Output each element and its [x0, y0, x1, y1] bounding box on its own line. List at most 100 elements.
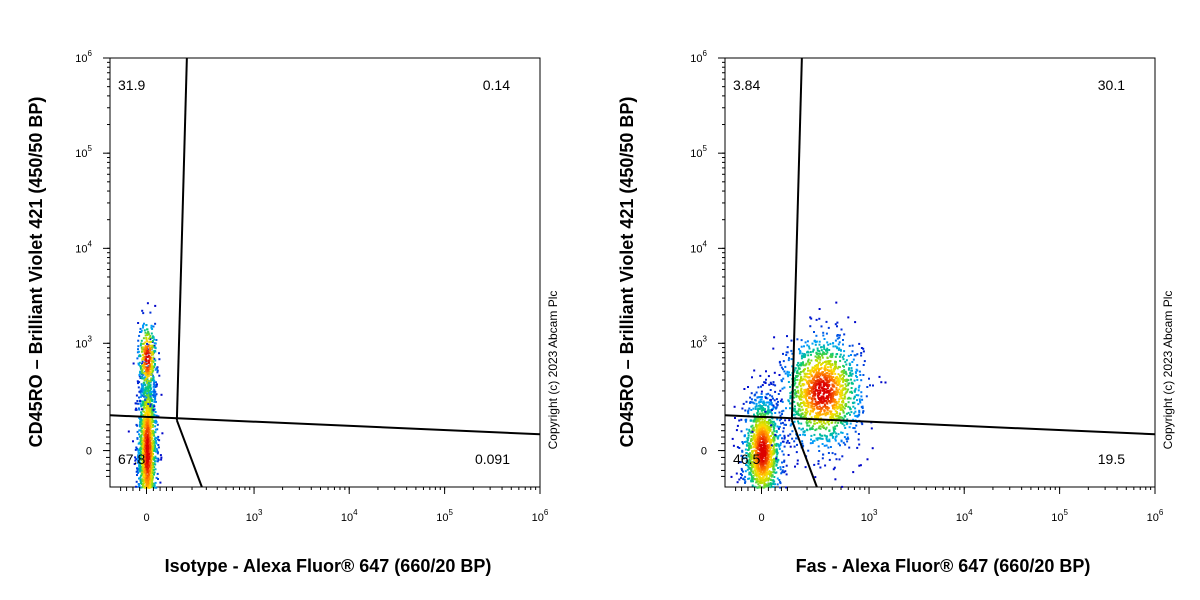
- event-dot: [839, 395, 842, 398]
- event-dot: [139, 417, 142, 420]
- event-dot: [768, 470, 771, 473]
- event-dot: [149, 363, 152, 366]
- event-dot: [818, 352, 821, 355]
- event-dot: [754, 406, 757, 409]
- event-dot: [833, 417, 835, 420]
- event-dot: [153, 381, 156, 384]
- event-dot: [765, 421, 768, 424]
- event-dot: [837, 421, 840, 424]
- event-dot: [759, 460, 762, 463]
- event-dot: [793, 420, 796, 423]
- event-dot: [750, 468, 753, 471]
- event-dot: [848, 446, 851, 449]
- event-dot: [842, 389, 845, 391]
- event-dot: [145, 464, 148, 467]
- event-dot: [144, 478, 147, 481]
- event-dot: [142, 392, 145, 395]
- event-dot: [152, 404, 155, 407]
- event-dot: [759, 374, 762, 377]
- event-dot: [137, 451, 140, 454]
- event-dot: [755, 429, 758, 432]
- event-dot: [142, 462, 145, 464]
- event-dot: [744, 480, 747, 483]
- event-dot: [814, 429, 817, 432]
- event-dot: [764, 439, 767, 442]
- event-dot: [778, 445, 781, 448]
- event-dot: [740, 476, 742, 479]
- event-dot: [822, 424, 825, 427]
- event-dot: [773, 424, 776, 427]
- event-dot: [146, 407, 149, 409]
- event-dot: [761, 478, 764, 481]
- event-dot: [145, 433, 148, 436]
- event-dot: [837, 442, 840, 445]
- event-dot: [755, 472, 758, 475]
- event-dot: [151, 353, 154, 356]
- event-dot: [769, 486, 772, 489]
- event-dot: [135, 394, 138, 397]
- event-dot: [785, 473, 788, 476]
- event-dot: [849, 363, 852, 366]
- event-dot: [142, 381, 145, 384]
- event-dot: [146, 405, 149, 408]
- event-dot: [781, 450, 784, 453]
- event-dot: [757, 438, 760, 441]
- event-dot: [826, 387, 829, 390]
- event-dot: [834, 376, 837, 379]
- event-dot: [825, 371, 828, 374]
- event-dot: [762, 454, 765, 457]
- event-dot: [845, 438, 848, 440]
- event-dot: [152, 408, 155, 411]
- event-dot: [743, 478, 746, 481]
- event-dot: [141, 309, 144, 312]
- event-dot: [741, 441, 744, 443]
- event-dot: [144, 345, 147, 348]
- event-dot: [756, 413, 759, 416]
- event-dot: [817, 379, 819, 382]
- event-dot: [827, 383, 829, 386]
- event-dot: [825, 444, 828, 447]
- event-dot: [796, 402, 799, 405]
- event-dot: [834, 366, 837, 369]
- event-dot: [818, 421, 821, 424]
- event-dot: [817, 414, 820, 417]
- event-dot: [148, 422, 151, 425]
- event-dot: [842, 370, 845, 373]
- event-dot: [141, 400, 144, 403]
- event-dot: [147, 473, 150, 476]
- event-dot: [156, 369, 159, 372]
- event-dot: [802, 430, 805, 433]
- event-dot: [748, 467, 751, 470]
- event-dot: [781, 471, 784, 474]
- event-dot: [151, 418, 154, 421]
- event-dot: [775, 448, 778, 451]
- event-dot: [802, 394, 805, 397]
- event-dot: [840, 421, 843, 424]
- event-dot: [741, 474, 743, 477]
- event-dot: [842, 401, 845, 404]
- event-dot: [821, 402, 824, 405]
- event-dot: [797, 412, 800, 415]
- event-dot: [764, 396, 767, 399]
- event-dot: [831, 385, 834, 387]
- event-dot: [151, 404, 154, 407]
- event-dot: [805, 408, 808, 410]
- event-dot: [816, 347, 819, 350]
- event-dot: [763, 473, 766, 476]
- event-dot: [136, 459, 139, 462]
- event-dot: [804, 434, 806, 437]
- event-dot: [807, 387, 810, 390]
- event-dot: [878, 375, 881, 378]
- event-dot: [755, 391, 758, 394]
- event-dot: [153, 458, 155, 461]
- event-dot: [140, 427, 143, 429]
- event-dot: [143, 475, 146, 478]
- event-dot: [833, 408, 836, 411]
- event-dot: [143, 418, 146, 420]
- event-dot: [823, 376, 826, 378]
- event-dot: [757, 432, 760, 435]
- event-dot: [860, 347, 863, 349]
- event-dot: [803, 396, 806, 399]
- event-dot: [832, 342, 835, 345]
- event-dot: [755, 456, 758, 459]
